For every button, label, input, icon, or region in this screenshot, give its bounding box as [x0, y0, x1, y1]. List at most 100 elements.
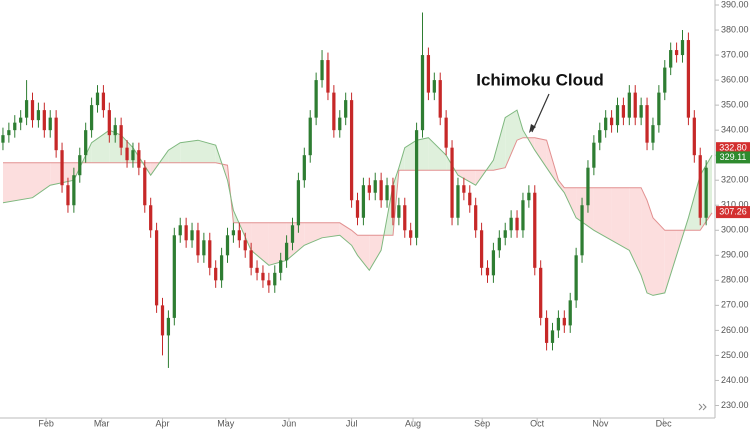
candle-body [72, 175, 76, 206]
y-tick-label: 270.00 [721, 300, 749, 310]
candle-body [438, 80, 442, 118]
candle-body [539, 267, 543, 318]
cloud-segment [351, 230, 358, 256]
candle-body [432, 80, 436, 93]
candle-body [160, 305, 165, 336]
span-b-line [3, 137, 713, 236]
cloud-segment [404, 140, 417, 171]
candle-body [568, 300, 572, 326]
candle-body [598, 130, 602, 143]
candle-body [527, 192, 531, 201]
candle-body [302, 155, 306, 181]
candle-body [196, 230, 200, 256]
candle-body [497, 237, 501, 251]
cloud-segment [251, 222, 269, 266]
candle-body [42, 110, 46, 131]
candle-body [479, 230, 484, 268]
candle-body [231, 230, 236, 236]
candle-body [509, 217, 513, 231]
cloud-segment [641, 187, 647, 293]
x-tick-label: Jul [346, 418, 358, 428]
candle-body [101, 92, 106, 111]
x-tick-label: May [217, 418, 235, 428]
candle-body [468, 192, 472, 206]
candle-body [444, 117, 448, 148]
candle-body [202, 240, 206, 256]
candle-body [84, 130, 88, 156]
candle-body [349, 100, 354, 201]
annotation-text: Ichimoku Cloud [476, 70, 604, 89]
candle-body [414, 130, 419, 238]
y-tick-label: 240.00 [721, 375, 749, 385]
candle-body [338, 117, 342, 131]
y-tick-label: 340.00 [721, 125, 749, 135]
candle-body [48, 117, 52, 131]
span-a-line [2, 109, 713, 296]
cloud-segment [493, 117, 506, 171]
candle-body [474, 205, 478, 231]
cloud-segment [653, 217, 665, 296]
candle-body [279, 260, 283, 273]
y-tick-label: 360.00 [721, 74, 749, 84]
candle-body [95, 92, 100, 106]
candle-layer [1, 12, 708, 368]
candle-body [154, 230, 159, 306]
cloud-segment [357, 235, 370, 271]
candle-body [609, 117, 614, 126]
price-tag [716, 142, 750, 155]
candle-body [296, 180, 301, 226]
candle-body [332, 92, 336, 131]
candle-body [172, 235, 176, 318]
candle-body [420, 55, 425, 131]
candle-body [409, 230, 413, 238]
candle-body [580, 205, 584, 256]
candle-body [261, 272, 265, 281]
y-tick-label: 230.00 [721, 400, 749, 410]
candle-body [36, 110, 41, 121]
candle-body [137, 150, 141, 168]
candle-body [456, 185, 460, 218]
x-tick-label: Feb [38, 418, 54, 428]
candle-body [113, 125, 117, 136]
cloud-segment [664, 230, 677, 293]
candle-body [698, 155, 702, 218]
candle-body [13, 122, 17, 131]
cloud-segment [369, 235, 382, 271]
annotation-arrowhead [529, 124, 536, 133]
candle-body [208, 240, 212, 268]
candle-body [633, 92, 637, 118]
cloud-segment [91, 130, 110, 163]
scroll-icon[interactable] [698, 403, 707, 411]
candle-body [143, 167, 147, 206]
candle-body [550, 330, 555, 343]
candle-body [54, 117, 58, 151]
candle-body [284, 242, 289, 261]
annotation-arrow [531, 93, 550, 133]
cloud-segment [3, 162, 33, 203]
cloud-segment [109, 130, 122, 163]
x-tick-label: Apr [155, 418, 169, 428]
candle-body [184, 225, 188, 241]
candle-body [403, 205, 407, 231]
cloud-segment [505, 110, 517, 168]
candle-body [385, 185, 389, 201]
y-tick-label: 280.00 [721, 275, 749, 285]
candle-body [60, 150, 64, 186]
price-tag-label: 329.11 [720, 152, 747, 162]
price-tag-label: 307.26 [719, 206, 747, 216]
y-tick-label: 260.00 [721, 325, 749, 335]
candle-body [615, 105, 620, 126]
candle-body [190, 230, 194, 241]
candle-body [19, 117, 23, 123]
candle-body [704, 167, 708, 218]
candle-body [326, 60, 330, 93]
candle-body [249, 250, 253, 268]
candle-body [604, 117, 608, 131]
cloud-segment [168, 142, 181, 163]
cloud-segment [416, 137, 429, 171]
candle-body [373, 180, 377, 193]
candle-body [225, 235, 230, 256]
candle-body [308, 117, 312, 156]
